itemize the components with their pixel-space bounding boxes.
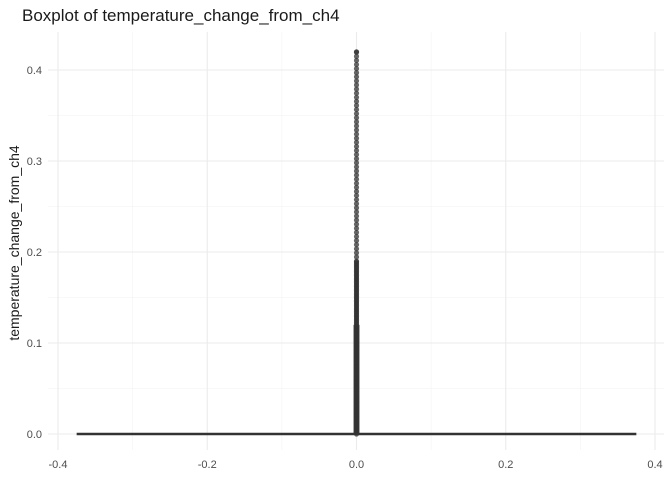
outlier-point (353, 201, 360, 207)
x-tick-label: -0.2 (198, 459, 217, 471)
y-tick-label: 0.4 (27, 65, 42, 77)
outlier-point (353, 164, 360, 170)
y-axis-label: temperature_change_from_ch4 (6, 145, 22, 341)
x-tick-label: 0.4 (647, 459, 662, 471)
outlier-point (353, 82, 360, 88)
outlier-point (353, 172, 360, 178)
outlier-point (353, 258, 360, 264)
y-tick-label: 0.2 (27, 247, 42, 259)
outlier-point (353, 197, 360, 203)
outlier-point (353, 143, 360, 150)
y-tick-labels: 0.0 0.1 0.2 0.3 0.4 (27, 65, 42, 441)
outlier-point (353, 168, 360, 174)
outlier-point (353, 119, 360, 125)
outlier-point (353, 127, 360, 133)
outlier-point (353, 106, 360, 113)
outlier-point (353, 238, 360, 244)
x-tick-label: 0.0 (349, 459, 364, 471)
y-tick-label: 0.1 (27, 338, 42, 350)
x-tick-labels: -0.4 -0.2 0.0 0.2 0.4 (49, 459, 663, 471)
outlier-cluster (353, 324, 360, 434)
outlier-point (353, 156, 360, 162)
outlier-point (353, 242, 360, 248)
outlier-point (353, 180, 360, 186)
outlier-point (353, 49, 360, 55)
outlier-point (353, 188, 360, 195)
chart-title: Boxplot of temperature_change_from_ch4 (22, 6, 340, 25)
outlier-point (353, 70, 360, 76)
outlier-point (353, 160, 360, 166)
outlier-point (353, 135, 360, 141)
outlier-point (353, 57, 360, 64)
outlier-point (353, 102, 360, 109)
outlier-point (353, 98, 360, 104)
outlier-point (353, 131, 360, 137)
outlier-point (353, 66, 360, 72)
outlier-point (353, 115, 360, 121)
outlier-point (353, 250, 360, 256)
x-tick-label: -0.4 (49, 459, 68, 471)
outlier-point (353, 111, 360, 117)
y-tick-label: 0.3 (27, 156, 42, 168)
outlier-point (353, 246, 360, 252)
outlier-points (353, 49, 360, 437)
outlier-point (353, 209, 360, 215)
outlier-point (353, 90, 360, 96)
outlier-point (353, 61, 360, 68)
outlier-point (353, 152, 360, 158)
outlier-point (353, 123, 360, 129)
outlier-point (353, 233, 360, 240)
outlier-point (353, 176, 360, 182)
outlier-point (353, 254, 360, 260)
outlier-point (353, 229, 360, 236)
outlier-point (353, 94, 360, 100)
outlier-point (353, 221, 360, 227)
y-tick-label: 0.0 (27, 429, 42, 441)
outlier-point (353, 74, 360, 80)
outlier-point (353, 147, 360, 154)
outlier-point (353, 213, 360, 219)
outlier-point (353, 225, 360, 231)
outlier-point (353, 184, 360, 190)
outlier-point (353, 192, 360, 199)
outlier-point (353, 53, 360, 59)
x-tick-label: 0.2 (498, 459, 513, 471)
outlier-point (353, 205, 360, 211)
outlier-point (353, 139, 360, 145)
outlier-point (353, 78, 360, 84)
outlier-point (353, 86, 360, 92)
outlier-point (353, 217, 360, 223)
